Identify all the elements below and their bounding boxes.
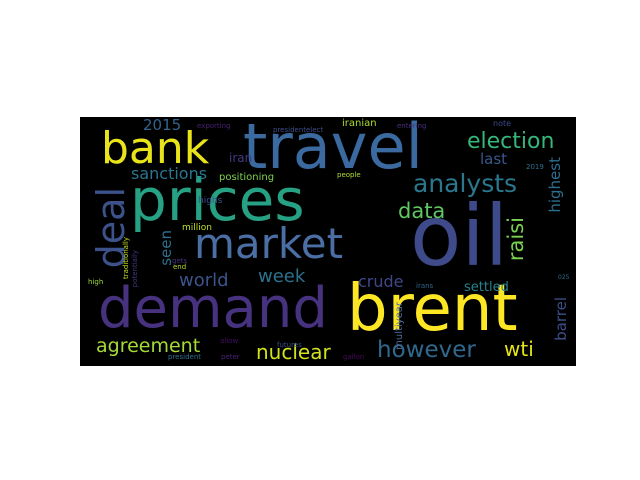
- word-highs: highs: [198, 196, 223, 206]
- word-presidentelect: presidentelect: [273, 126, 324, 134]
- word-demand: demand: [98, 276, 328, 341]
- word-oil: oil: [410, 187, 509, 285]
- word-peter: peter: [221, 353, 240, 361]
- word-election: election: [467, 129, 555, 154]
- word-highest: highest: [546, 157, 564, 213]
- word-irans: irans: [416, 282, 434, 290]
- word-exporting: exporting: [197, 122, 231, 130]
- word-2015: 2015: [143, 117, 182, 134]
- word-025: 025: [558, 274, 570, 281]
- word-iranian: iranian: [342, 118, 377, 129]
- word-million: million: [182, 223, 212, 233]
- word-multiyear: multiyear: [394, 302, 405, 350]
- word-data: data: [398, 199, 446, 223]
- word-note: note: [493, 119, 512, 128]
- word-wti: wti: [504, 337, 534, 361]
- word-prices: prices: [130, 166, 305, 234]
- word-potentially: potentially: [131, 250, 139, 288]
- word-people: people: [337, 171, 361, 179]
- word-iran: iran: [229, 151, 253, 165]
- word-barrel: barrel: [552, 297, 570, 341]
- word-travel: travel: [243, 117, 423, 183]
- word-president: president: [168, 353, 201, 361]
- word-gets: gets: [172, 257, 188, 265]
- word-sanctions: sanctions: [131, 164, 208, 183]
- word-however: however: [377, 337, 476, 363]
- word-last: last: [480, 150, 508, 168]
- word-allow: allow: [220, 337, 239, 345]
- word-crude: crude: [358, 272, 404, 291]
- word-raisi: raisi: [504, 217, 528, 262]
- word-2019: 2019: [526, 163, 544, 171]
- word-bank: bank: [101, 123, 210, 174]
- word-settled: settled: [464, 280, 509, 295]
- word-market: market: [194, 219, 344, 268]
- word-analysts: analysts: [413, 169, 518, 198]
- word-end: end: [173, 263, 187, 271]
- word-gallon: gallon: [343, 353, 365, 361]
- word-brent: brent: [347, 272, 518, 346]
- word-cloud: oil travel brent demand prices market ba…: [80, 117, 576, 366]
- word-nuclear: nuclear: [256, 340, 331, 364]
- word-agreement: agreement: [96, 335, 201, 357]
- word-world: world: [179, 270, 229, 291]
- word-positioning: positioning: [219, 172, 275, 183]
- word-high: high: [88, 278, 104, 286]
- word-futures: futures: [277, 341, 302, 349]
- word-entering: entering: [397, 122, 427, 130]
- word-week: week: [258, 266, 306, 287]
- word-traditionally: traditionally: [122, 237, 130, 280]
